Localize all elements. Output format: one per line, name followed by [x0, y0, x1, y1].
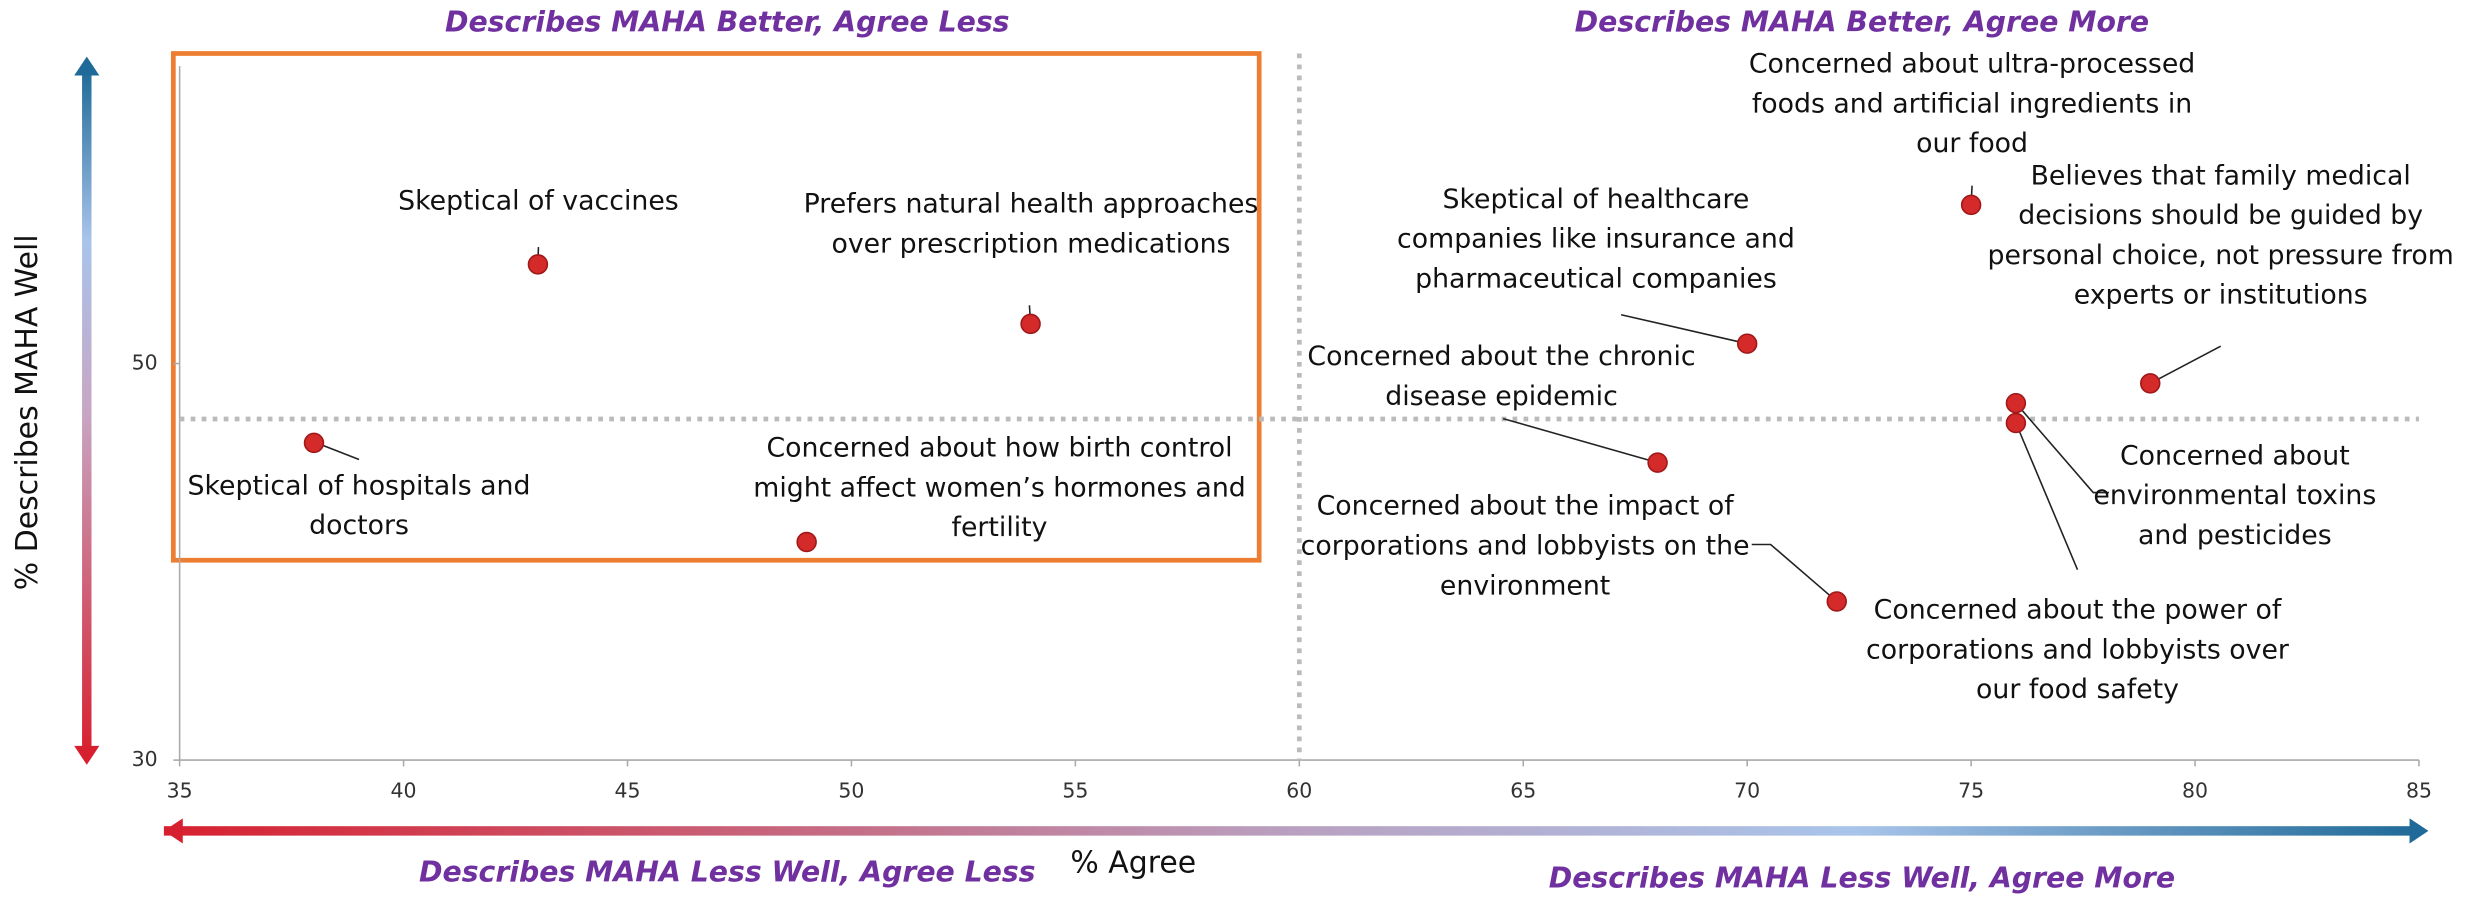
x-tick-label: 80	[2182, 779, 2208, 803]
label-line: Concerned about ultra-processed	[1749, 48, 2195, 79]
label-line: Prefers natural health approaches	[804, 188, 1259, 219]
x-tick-label: 40	[391, 779, 417, 803]
quadrant-label: Describes MAHA Less Well, Agree More	[1549, 862, 2175, 895]
highlight-box	[170, 51, 1262, 563]
point	[2005, 412, 2027, 434]
x-tick-label: 65	[1510, 779, 1536, 803]
x-tick-label: 85	[2406, 779, 2432, 803]
x-tick-label: 50	[838, 779, 864, 803]
arrow-head	[2409, 818, 2429, 844]
point	[303, 432, 325, 454]
label-line: Concerned about how birth control	[766, 432, 1232, 463]
point	[1020, 313, 1041, 335]
quadrant-label: Describes MAHA Better, Agree More	[1575, 6, 2149, 39]
label-line: Concerned about the chronic	[1307, 341, 1695, 372]
point	[1960, 194, 1982, 216]
quadrant-label: Describes MAHA Less Well, Agree Less	[419, 855, 1036, 888]
label-line: environmental toxins	[2093, 480, 2376, 511]
x-gradient-arrow	[163, 826, 2418, 836]
x-tick-label: 35	[167, 779, 193, 803]
leader-line	[1620, 313, 1748, 345]
label-line: environment	[1440, 570, 1610, 601]
point-label: Concerned about ultra-processed foods and…	[1749, 48, 2195, 159]
arrow-head	[74, 56, 100, 76]
label-line: decisions should be guided by	[2018, 200, 2423, 231]
leader-line	[2015, 422, 2079, 570]
label-line: Believes that family medical	[2031, 160, 2411, 191]
point-label: Believes that family medical decisions sh…	[1988, 160, 2454, 310]
point	[796, 531, 817, 553]
quadrant-label: Describes MAHA Better, Agree Less	[445, 6, 1010, 39]
label-line: corporations and lobbyists over	[1866, 634, 2289, 665]
label-line: personal choice, not pressure from	[1988, 239, 2454, 270]
point-label: Skeptical of vaccines	[398, 185, 679, 216]
label-line: and pesticides	[2138, 519, 2332, 550]
x-axis-label: % Agree	[1070, 845, 1196, 880]
leader-line	[1502, 417, 1658, 464]
y-gradient-arrow	[82, 69, 92, 756]
y-tick-label: 50	[132, 351, 158, 375]
x-tick-label: 60	[1286, 779, 1312, 803]
arrow-head	[163, 818, 183, 844]
point	[527, 254, 549, 275]
point	[1647, 452, 1668, 473]
label-line: experts or institutions	[2074, 279, 2368, 310]
label-line: foods and artificial ingredients in	[1752, 88, 2192, 119]
label-line: companies like insurance and	[1397, 223, 1795, 254]
point	[2140, 373, 2161, 394]
label-line: over prescription medications	[831, 228, 1230, 259]
label-line: doctors	[309, 510, 409, 541]
label-line: corporations and lobbyists on the	[1301, 530, 1750, 561]
point	[1826, 591, 1847, 612]
label-line: our food safety	[1976, 674, 2179, 705]
point-label: Prefers natural health approaches over pr…	[804, 188, 1259, 259]
arrow-head	[74, 745, 100, 765]
label-line: Concerned about the power of	[1874, 594, 2282, 625]
label-line: Concerned about the impact of	[1317, 490, 1735, 521]
x-tick-label: 55	[1062, 779, 1088, 803]
label-line: our food	[1916, 128, 2028, 159]
point-label: Concerned about environmental toxins and p…	[2093, 440, 2376, 551]
x-tick-label: 45	[614, 779, 640, 803]
point	[1736, 333, 1758, 354]
point	[2005, 392, 2027, 414]
label-line: Skeptical of vaccines	[398, 185, 679, 216]
label-line: disease epidemic	[1385, 381, 1618, 412]
label-line: Skeptical of healthcare	[1443, 183, 1750, 214]
leader-line	[2149, 345, 2222, 385]
label-line: pharmaceutical companies	[1415, 263, 1777, 294]
label-line: Skeptical of hospitals and	[188, 470, 531, 501]
point-label: Concerned about the chronic disease epide…	[1307, 341, 1695, 412]
point-label: Concerned about how birth control might a…	[753, 432, 1246, 543]
leader-line	[1751, 543, 1838, 603]
y-tick-label: 30	[132, 747, 158, 771]
point-label: Skeptical of hospitals and doctors	[188, 470, 531, 541]
y-axis-label: % Describes MAHA Well	[10, 234, 45, 590]
leader-line	[2015, 402, 2109, 494]
label-line: might affect women’s hormones and	[753, 472, 1246, 503]
label-line: fertility	[952, 512, 1048, 543]
point-label: Concerned about the power of corporations…	[1866, 594, 2289, 705]
point-label: Concerned about the impact of corporation…	[1301, 490, 1750, 601]
label-line: Concerned about	[2120, 440, 2350, 471]
x-tick-label: 75	[1958, 779, 1984, 803]
x-tick-label: 70	[1734, 779, 1760, 803]
point-label: Skeptical of healthcare companies like in…	[1397, 183, 1795, 294]
